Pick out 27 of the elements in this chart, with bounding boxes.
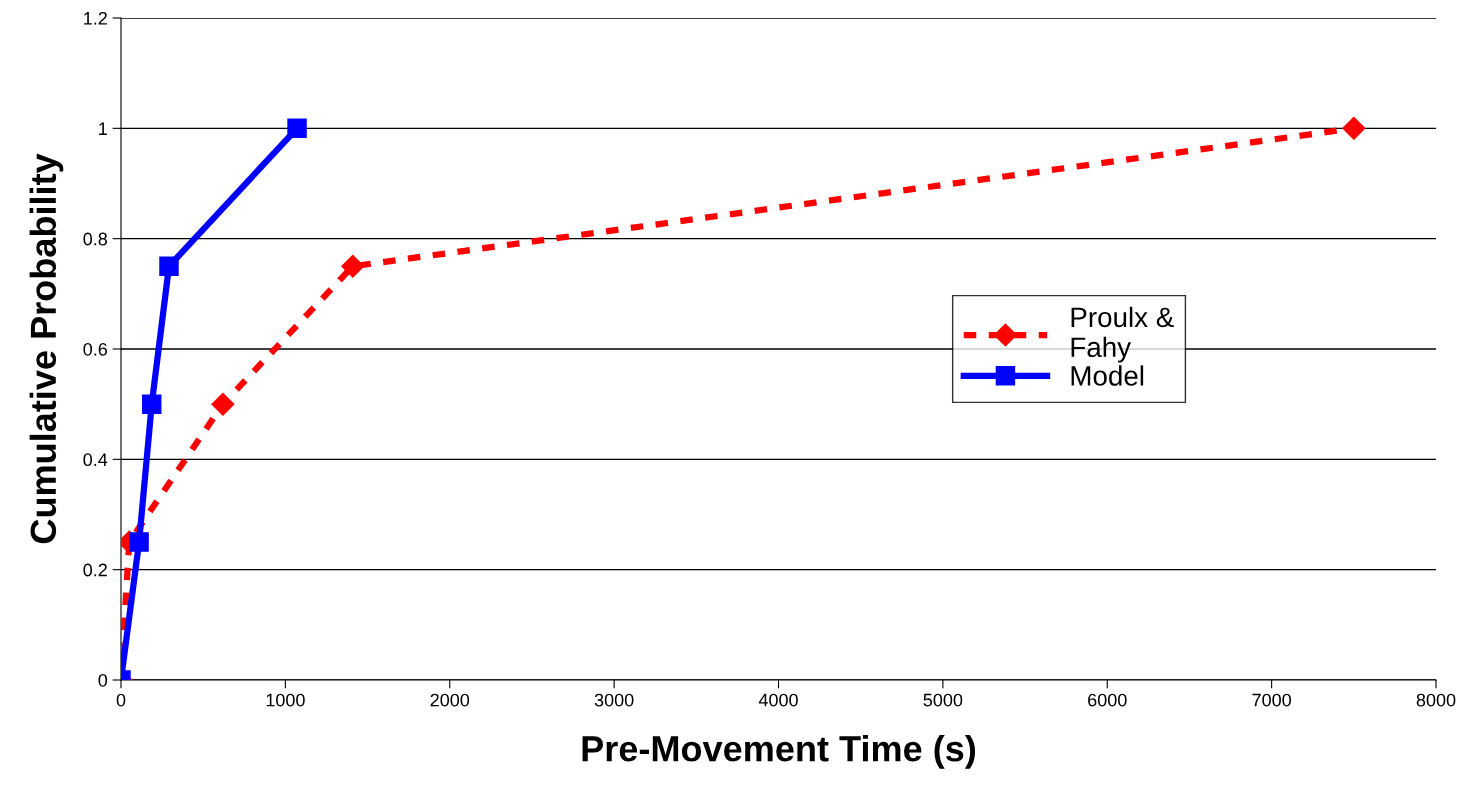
y-tick-label: 0.4 bbox=[83, 453, 108, 467]
x-tick-label: 3000 bbox=[594, 693, 634, 707]
y-tick-label: 0 bbox=[98, 673, 108, 687]
y-tick-label: 0.6 bbox=[83, 342, 108, 356]
x-axis-title: Pre-Movement Time (s) bbox=[582, 735, 976, 769]
legend-label: Model bbox=[1071, 365, 1144, 386]
y-tick-label: 0.8 bbox=[83, 232, 108, 246]
y-tick-label: 1 bbox=[99, 122, 107, 135]
point bbox=[211, 392, 235, 416]
legend-label: Proulx & Fahy bbox=[1071, 306, 1174, 363]
x-tick-label: 4000 bbox=[758, 693, 798, 707]
x-tick-label: 0 bbox=[116, 693, 126, 707]
point bbox=[287, 118, 307, 139]
x-tick-label: 7000 bbox=[1252, 693, 1291, 707]
point bbox=[1342, 116, 1366, 140]
x-tick-label: 8000 bbox=[1416, 693, 1456, 707]
point bbox=[129, 532, 149, 552]
x-tick-label: 1000 bbox=[266, 693, 305, 707]
x-tick-label: 2000 bbox=[430, 693, 470, 707]
point bbox=[341, 254, 365, 278]
y-tick-label: 0.2 bbox=[83, 563, 107, 577]
point bbox=[159, 256, 179, 276]
point bbox=[142, 394, 162, 414]
y-tick-label: 1.2 bbox=[84, 11, 107, 25]
x-tick-label: 5000 bbox=[923, 693, 963, 707]
y-axis-title: Cumulative Probability bbox=[29, 153, 64, 544]
x-tick-label: 6000 bbox=[1088, 693, 1127, 707]
